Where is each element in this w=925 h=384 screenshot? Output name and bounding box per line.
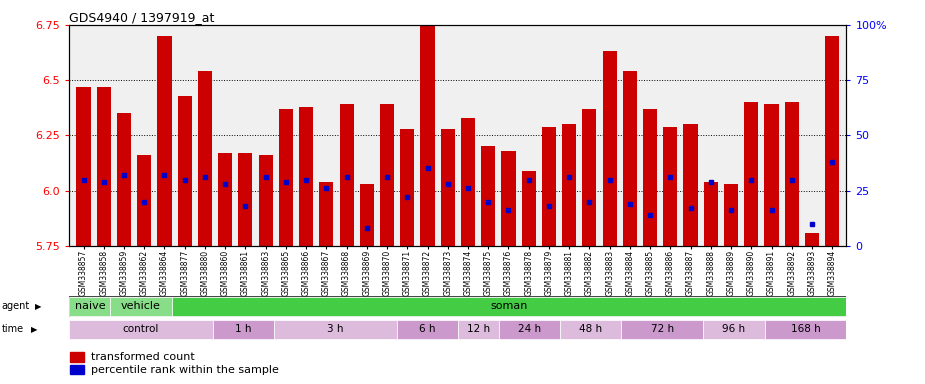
Bar bbox=[69, 297, 110, 316]
Bar bbox=[70, 352, 84, 362]
Text: 96 h: 96 h bbox=[722, 324, 746, 334]
Text: 48 h: 48 h bbox=[579, 324, 602, 334]
Bar bbox=[70, 365, 84, 374]
Text: 1 h: 1 h bbox=[235, 324, 252, 334]
Bar bbox=[259, 155, 273, 246]
Bar bbox=[117, 113, 131, 246]
Bar bbox=[825, 36, 839, 246]
Bar bbox=[213, 320, 274, 339]
Text: soman: soman bbox=[490, 301, 527, 311]
Text: vehicle: vehicle bbox=[121, 301, 161, 311]
Bar bbox=[499, 320, 561, 339]
Bar bbox=[360, 184, 374, 246]
Bar bbox=[704, 182, 718, 246]
Bar bbox=[561, 320, 622, 339]
Text: ▶: ▶ bbox=[35, 302, 42, 311]
Text: 3 h: 3 h bbox=[327, 324, 343, 334]
Text: 72 h: 72 h bbox=[651, 324, 674, 334]
Bar bbox=[501, 151, 515, 246]
Text: ▶: ▶ bbox=[31, 325, 37, 334]
Text: 168 h: 168 h bbox=[791, 324, 820, 334]
Bar bbox=[178, 96, 191, 246]
Bar bbox=[461, 118, 475, 246]
Bar bbox=[765, 320, 846, 339]
Bar bbox=[602, 51, 617, 246]
Bar bbox=[764, 104, 779, 246]
Bar bbox=[421, 5, 435, 246]
Bar bbox=[724, 184, 738, 246]
Bar bbox=[77, 87, 91, 246]
Bar bbox=[440, 129, 455, 246]
Text: 24 h: 24 h bbox=[518, 324, 541, 334]
Text: percentile rank within the sample: percentile rank within the sample bbox=[92, 364, 279, 375]
Bar bbox=[784, 102, 799, 246]
Bar bbox=[401, 129, 414, 246]
Bar bbox=[643, 109, 657, 246]
Bar bbox=[583, 109, 597, 246]
Bar bbox=[380, 104, 394, 246]
Bar bbox=[562, 124, 576, 246]
Bar bbox=[137, 155, 152, 246]
Bar bbox=[458, 320, 499, 339]
Bar bbox=[522, 171, 536, 246]
Bar bbox=[198, 71, 212, 246]
Text: control: control bbox=[123, 324, 159, 334]
Bar bbox=[172, 297, 846, 316]
Bar bbox=[299, 107, 314, 246]
Bar bbox=[623, 71, 637, 246]
Bar bbox=[397, 320, 458, 339]
Bar bbox=[239, 153, 253, 246]
Text: transformed count: transformed count bbox=[92, 352, 195, 362]
Text: agent: agent bbox=[2, 301, 31, 311]
Bar bbox=[663, 127, 677, 246]
Bar bbox=[274, 320, 397, 339]
Bar bbox=[622, 320, 703, 339]
Text: naive: naive bbox=[75, 301, 105, 311]
Bar bbox=[339, 104, 353, 246]
Text: time: time bbox=[2, 324, 24, 334]
Bar bbox=[542, 127, 556, 246]
Bar bbox=[481, 146, 495, 246]
Text: 6 h: 6 h bbox=[419, 324, 436, 334]
Bar bbox=[69, 320, 213, 339]
Text: GDS4940 / 1397919_at: GDS4940 / 1397919_at bbox=[69, 12, 215, 25]
Bar bbox=[319, 182, 333, 246]
Bar bbox=[97, 87, 111, 246]
Bar bbox=[157, 36, 171, 246]
Bar bbox=[218, 153, 232, 246]
Bar bbox=[703, 320, 765, 339]
Bar bbox=[278, 109, 293, 246]
Text: 12 h: 12 h bbox=[467, 324, 490, 334]
Bar bbox=[745, 102, 758, 246]
Bar bbox=[110, 297, 172, 316]
Bar bbox=[805, 233, 819, 246]
Bar bbox=[684, 124, 697, 246]
